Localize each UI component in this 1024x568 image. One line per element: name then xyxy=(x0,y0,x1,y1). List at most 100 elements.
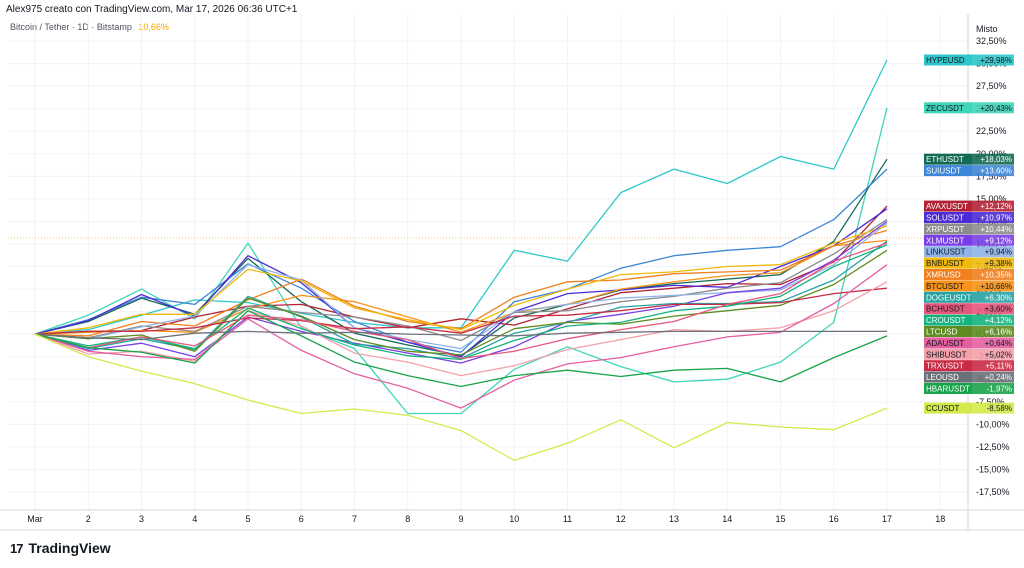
badge-name: BTCUSDT xyxy=(926,282,964,291)
badge-name: BNBUSDT xyxy=(926,259,964,268)
badge-name-bg xyxy=(924,257,972,269)
badge-value-bg xyxy=(972,360,1014,372)
badge-value: +10,97% xyxy=(980,213,1012,222)
x-tick-label: 13 xyxy=(669,514,679,524)
badge-name: TRXUSDT xyxy=(926,362,964,371)
badge-name-bg xyxy=(924,337,972,349)
tradingview-logo-icon: 17 xyxy=(10,540,24,556)
badge-name-bg xyxy=(924,200,972,212)
badge-trxusdt: TRXUSDT +5,11% xyxy=(924,360,1014,372)
badge-hbarusdt: HBARUSDT -1,97% xyxy=(924,382,1014,394)
y-tick-label: -12,50% xyxy=(976,442,1010,452)
x-tick-label: 5 xyxy=(245,514,250,524)
badge-value: +29,98% xyxy=(980,56,1012,65)
badge-value-bg xyxy=(972,303,1014,315)
badge-value-bg xyxy=(972,54,1014,66)
badge-ltcusd: LTCUSD +6,16% xyxy=(924,325,1014,337)
series-line-btcusdt xyxy=(34,239,888,335)
x-tick-label: 3 xyxy=(139,514,144,524)
badge-name: CCUSDT xyxy=(926,404,959,413)
badge-name-bg xyxy=(924,246,972,258)
scale-mode-label[interactable]: Misto xyxy=(976,24,998,34)
series-line-suiusdt xyxy=(34,168,888,353)
series-line-trxusdt xyxy=(34,287,888,335)
badge-value: +10,66% xyxy=(980,282,1012,291)
series-line-adausdt xyxy=(34,264,888,409)
badge-value-bg xyxy=(972,268,1014,280)
badge-name: ADAUSDT xyxy=(926,339,964,348)
badge-value: +12,12% xyxy=(980,202,1012,211)
series-line-xmrusd xyxy=(34,229,888,337)
badge-name-bg xyxy=(924,382,972,394)
badge-value-bg xyxy=(972,234,1014,246)
badge-name-bg xyxy=(924,291,972,303)
y-tick-label: 27,50% xyxy=(976,81,1007,91)
badge-name: XMRUSD xyxy=(926,270,961,279)
x-tick-label: 8 xyxy=(405,514,410,524)
series-line-ltcusd xyxy=(34,249,888,356)
x-tick-label: 4 xyxy=(192,514,197,524)
badge-name-bg xyxy=(924,102,972,114)
x-tick-label: 11 xyxy=(563,514,572,524)
series-line-bchusdt xyxy=(34,242,888,360)
badge-value-bg xyxy=(972,102,1014,114)
series-line-crousdt xyxy=(34,244,888,361)
badge-ccusdt: CCUSDT -8,58% xyxy=(924,402,1014,414)
badge-xlmusdt: XLMUSDT +9,12% xyxy=(924,234,1014,246)
badge-name-bg xyxy=(924,268,972,280)
badge-name-bg xyxy=(924,153,972,165)
badge-name-bg xyxy=(924,402,972,414)
badge-name-bg xyxy=(924,360,972,372)
badge-name-bg xyxy=(924,325,972,337)
badge-name: SHIBUSDT xyxy=(926,350,967,359)
badge-shibusdt: SHIBUSDT +5,02% xyxy=(924,348,1014,360)
series-line-xlmusdt xyxy=(34,220,888,364)
badge-name: LINKUSDT xyxy=(926,248,966,257)
symbol-change: 10,66% xyxy=(138,22,169,32)
badge-value-bg xyxy=(972,314,1014,326)
badge-name: HYPEUSD xyxy=(926,56,965,65)
badge-name: AVAXUSDT xyxy=(926,202,968,211)
badge-bnbusdt: BNBUSDT +9,38% xyxy=(924,257,1014,269)
badge-name: CROUSDT xyxy=(926,316,966,325)
badge-name-bg xyxy=(924,314,972,326)
badge-linkusdt: LINKUSDT +9,94% xyxy=(924,246,1014,258)
chart-axes: 32,50%30,00%27,50%25,00%22,50%20,00%17,5… xyxy=(0,14,1024,531)
y-tick-label: -10,00% xyxy=(976,419,1010,429)
badge-value-bg xyxy=(972,280,1014,292)
symbol-label: Bitcoin / Tether · 1D · Bitstamp xyxy=(10,22,132,32)
badge-bchusdt: BCHUSDT +3,60% xyxy=(924,303,1014,315)
y-tick-label: 15,00% xyxy=(976,194,1007,204)
badge-btcusdt: BTCUSDT +10,66% xyxy=(924,280,1014,292)
badge-name-bg xyxy=(924,348,972,360)
badge-value: +3,60% xyxy=(985,305,1012,314)
badge-value: +0,64% xyxy=(985,339,1012,348)
tradingview-logo[interactable]: 17 TradingView xyxy=(10,540,111,556)
series-line-avaxusdt xyxy=(34,205,888,335)
x-tick-label: 7 xyxy=(352,514,357,524)
badge-value: +18,03% xyxy=(980,155,1012,164)
badge-name-bg xyxy=(924,303,972,315)
x-tick-label: 10 xyxy=(509,514,519,524)
badge-value: +5,11% xyxy=(985,362,1012,371)
badge-xmrusd: XMRUSD +10,35% xyxy=(924,268,1014,280)
badge-value-bg xyxy=(972,371,1014,383)
badge-name: XRPUSDT xyxy=(926,225,964,234)
y-tick-label: 17,50% xyxy=(976,171,1007,181)
badge-name: ETHUSDT xyxy=(926,155,964,164)
badge-name-bg xyxy=(924,211,972,223)
badge-dogeusdt: DOGEUSDT +6,30% xyxy=(924,291,1014,303)
badge-name-bg xyxy=(924,280,972,292)
badge-value-bg xyxy=(972,257,1014,269)
series-line-solusdt xyxy=(34,208,888,358)
y-tick-label: 32,50% xyxy=(976,36,1007,46)
badge-name-bg xyxy=(924,165,972,177)
badge-value-bg xyxy=(972,337,1014,349)
badge-value: +4,12% xyxy=(985,316,1012,325)
series-line-hbarusdt xyxy=(34,310,888,388)
badge-value: -1,97% xyxy=(987,384,1012,393)
x-tick-label: Mar xyxy=(27,514,43,524)
badge-name-bg xyxy=(924,223,972,235)
badge-suiusdt: SUIUSDT +13,60% xyxy=(924,165,1014,177)
